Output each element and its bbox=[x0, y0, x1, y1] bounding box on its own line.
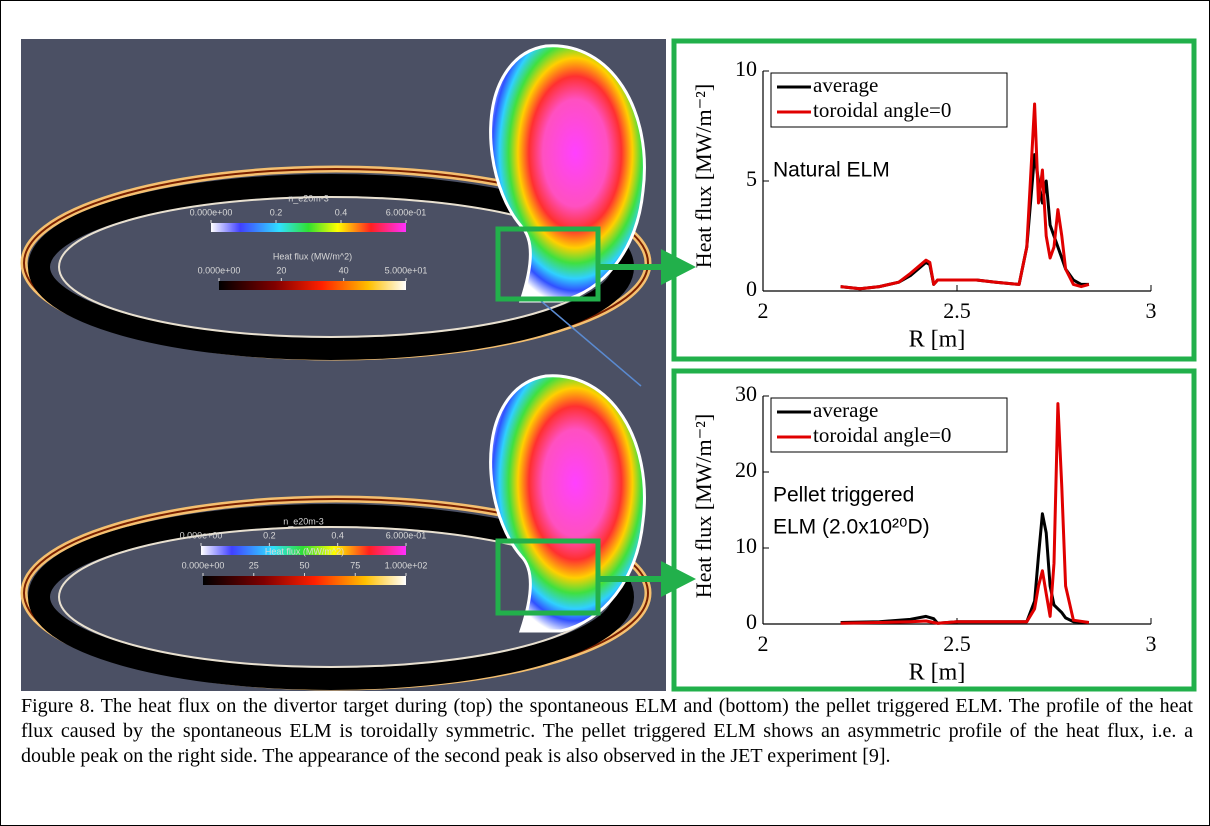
x-tick-label: 2 bbox=[758, 631, 769, 656]
figure: n_e20m-3 0.000e+00 0.2 0.4 6.000e-01 Heat flu… bbox=[20, 38, 1197, 692]
plasma-cross-section bbox=[489, 374, 646, 633]
colorbar-title: Heat flux (MW/m^2) bbox=[265, 546, 344, 556]
legend-label: average bbox=[813, 398, 878, 422]
connector-line bbox=[540, 300, 642, 387]
plasma-cross-section bbox=[489, 44, 646, 303]
y-tick-label: 30 bbox=[735, 381, 757, 406]
series-line bbox=[840, 512, 1089, 625]
y-tick-label: 10 bbox=[735, 56, 757, 81]
legend-label: toroidal angle=0 bbox=[813, 423, 951, 447]
legend-box bbox=[770, 72, 1008, 128]
colorbar-tick-label: 1.000e+02 bbox=[385, 560, 428, 570]
colorbar-tick-label: 25 bbox=[249, 560, 259, 570]
x-axis-label: R [m] bbox=[909, 660, 966, 686]
colorbar-tick-label: 0.000e+00 bbox=[182, 560, 225, 570]
chart-frame bbox=[671, 38, 1197, 362]
y-tick-label: 0 bbox=[746, 276, 757, 301]
y-tick-label: 5 bbox=[746, 166, 757, 191]
caption: Figure 8. The heat flux on the divertor … bbox=[21, 695, 1193, 767]
y-tick-label: 0 bbox=[746, 609, 757, 634]
colorbar-title: n_e20m-3 bbox=[288, 193, 329, 203]
legend-box bbox=[770, 397, 1008, 453]
colorbar-tick-label: 50 bbox=[299, 560, 309, 570]
divertor-band bbox=[28, 504, 634, 690]
legend-label: average bbox=[813, 73, 878, 97]
x-tick-label: 2.5 bbox=[943, 298, 971, 323]
colorbar-tick-label: 0.4 bbox=[331, 530, 344, 540]
x-tick-label: 3 bbox=[1146, 631, 1157, 656]
colorbar-tick-label: 40 bbox=[339, 265, 349, 275]
colorbar-title: Heat flux (MW/m^2) bbox=[273, 251, 352, 261]
series-line bbox=[840, 402, 1090, 625]
colorbar-tick-label: 6.000e-01 bbox=[386, 530, 427, 540]
chart-frame bbox=[671, 368, 1197, 692]
legend-label: toroidal angle=0 bbox=[813, 98, 951, 122]
y-axis-label: Heat flux [MW/m⁻²] bbox=[691, 414, 716, 598]
colorbar-tick-label: 5.000e+01 bbox=[385, 265, 428, 275]
colorbar-tick-label: 0.000e+00 bbox=[190, 207, 233, 217]
colorbar bbox=[203, 576, 406, 585]
colorbar bbox=[201, 546, 406, 555]
x-tick-label: 2.5 bbox=[943, 631, 971, 656]
colorbar bbox=[219, 281, 406, 290]
colorbar-tick-label: 0.2 bbox=[270, 207, 283, 217]
colorbar-tick-label: 0.2 bbox=[263, 530, 276, 540]
colorbar-tick-label: 0.000e+00 bbox=[198, 265, 241, 275]
y-axis-label: Heat flux [MW/m⁻²] bbox=[691, 84, 716, 268]
y-tick-label: 10 bbox=[735, 533, 757, 558]
annotation: ELM (2.0x10²⁰D) bbox=[773, 516, 930, 539]
colorbar-title: n_e20m-3 bbox=[283, 516, 324, 526]
colorbar-tick-label: 0.000e+00 bbox=[180, 530, 223, 540]
colorbar-tick-label: 20 bbox=[276, 265, 286, 275]
annotation: Natural ELM bbox=[773, 159, 890, 182]
y-tick-label: 20 bbox=[735, 457, 757, 482]
colorbar-tick-label: 75 bbox=[350, 560, 360, 570]
colorbar-tick-label: 6.000e-01 bbox=[386, 207, 427, 217]
annotation: Pellet triggered bbox=[773, 484, 914, 507]
x-tick-label: 2 bbox=[758, 298, 769, 323]
render-bottom bbox=[20, 374, 652, 691]
x-axis-label: R [m] bbox=[909, 327, 966, 353]
x-tick-label: 3 bbox=[1146, 298, 1157, 323]
colorbar bbox=[211, 223, 406, 232]
series-line bbox=[840, 102, 1090, 291]
colorbar-tick-label: 0.4 bbox=[335, 207, 348, 217]
